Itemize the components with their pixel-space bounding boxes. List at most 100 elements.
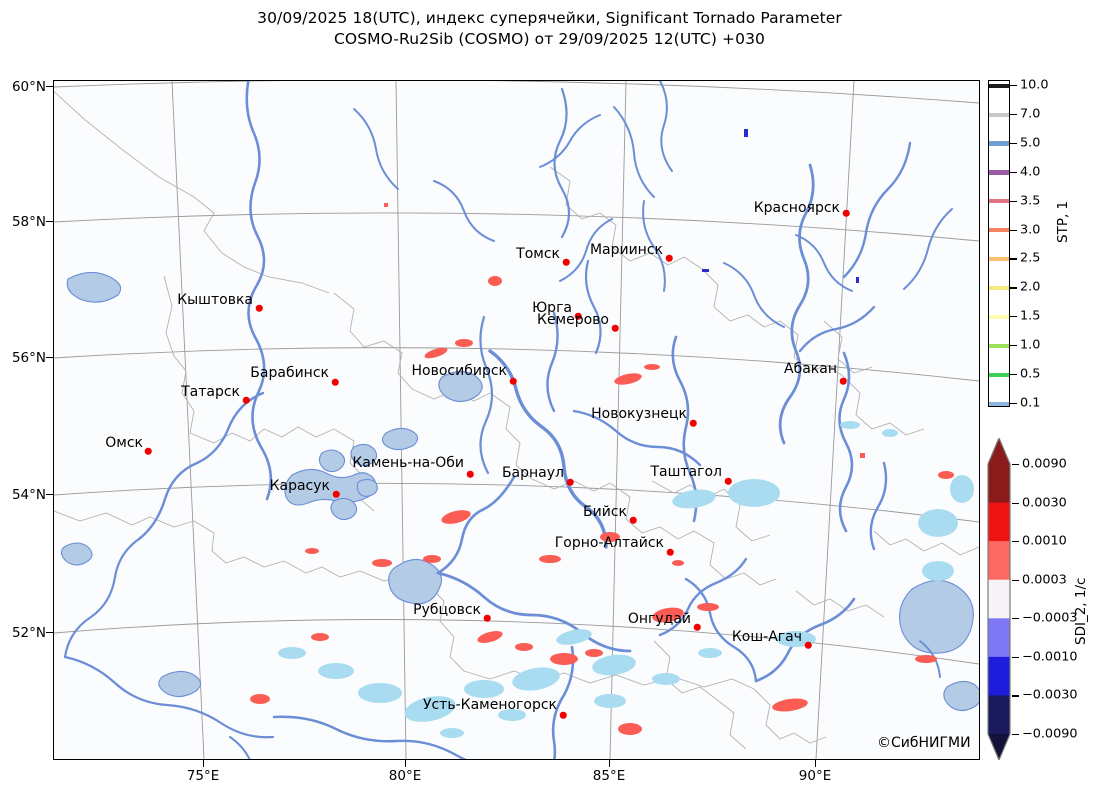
colorbar-stp-tick [1010, 229, 1017, 231]
city-marker[interactable] [693, 623, 701, 631]
colorbar-stp-title: STP, 1 [1055, 200, 1071, 243]
colorbar-stp-tick-label: 4.0 [1020, 164, 1041, 180]
city-label: Карасук [269, 478, 330, 494]
sdi-strong-negative-specks [702, 129, 859, 283]
colorbar-sdi-title: SDI_2, 1/c [1073, 577, 1089, 645]
city-label: Барнаул [501, 465, 564, 481]
title-block: 30/09/2025 18(UTC), индекс суперячейки, … [0, 8, 1099, 50]
city-label: Юрга [532, 300, 572, 316]
colorbar-stp-tick [1010, 85, 1017, 87]
colorbar-stp-tick [1010, 142, 1017, 144]
colorbar-stp-band [989, 112, 1009, 117]
colorbar-sdi-tick [1012, 502, 1019, 504]
colorbar-sdi-tick-label: −0.0090 [1022, 726, 1078, 742]
map-graphics [54, 81, 979, 759]
colorbar-sdi-segment [988, 502, 1010, 542]
map-canvas[interactable] [53, 80, 980, 760]
colorbar-stp-tick-label: 0.1 [1020, 395, 1041, 411]
city-marker[interactable] [665, 254, 673, 262]
city-marker[interactable] [255, 304, 263, 312]
colorbar-sdi-segment [988, 579, 1010, 619]
city-marker[interactable] [559, 711, 567, 719]
city-label: Кыштовка [177, 292, 253, 308]
city-marker[interactable] [804, 641, 812, 649]
colorbar-sdi-tick [1012, 618, 1019, 620]
rivers [63, 81, 953, 759]
sdi-positive-patches [250, 203, 954, 735]
colorbar-sdi-tick-label: 0.0030 [1022, 495, 1067, 511]
lon-label-75: 75°E [186, 768, 220, 784]
city-label: Новокузнецк [591, 406, 687, 422]
lon-tick-80 [405, 760, 407, 767]
city-marker[interactable] [483, 614, 491, 622]
colorbar-sdi-tick-label: 0.0010 [1022, 533, 1067, 549]
city-marker[interactable] [566, 478, 574, 486]
city-marker[interactable] [332, 490, 340, 498]
colorbar-stp-tick-label: 1.0 [1020, 337, 1041, 353]
colorbar-sdi-tick [1012, 579, 1019, 581]
lakes [60, 271, 979, 712]
city-marker[interactable] [842, 209, 850, 217]
colorbar-sdi-tick-label: −0.0010 [1022, 649, 1078, 665]
city-label: Горно-Алтайск [554, 535, 664, 551]
colorbar-stp-band [989, 141, 1009, 146]
colorbar-stp-tick [1010, 403, 1017, 405]
city-marker[interactable] [574, 312, 582, 320]
colorbar-sdi-tick [1012, 541, 1019, 543]
city-label: Усть-Каменогорск [422, 697, 557, 713]
lat-label-58: 58°N [11, 214, 46, 230]
city-marker[interactable] [242, 396, 250, 404]
city-marker[interactable] [839, 377, 847, 385]
graticule-parallels [54, 81, 979, 665]
lon-label-85: 85°E [592, 768, 626, 784]
city-marker[interactable] [611, 324, 619, 332]
city-marker[interactable] [666, 548, 674, 556]
city-label: Кемерово [537, 312, 609, 328]
city-label: Рубцовск [413, 602, 481, 618]
city-marker[interactable] [689, 419, 697, 427]
sdi-negative-patches [278, 421, 974, 738]
city-marker[interactable] [331, 378, 339, 386]
lon-label-80: 80°E [388, 768, 422, 784]
colorbar-sdi-tick-label: −0.0003 [1022, 610, 1078, 626]
city-marker[interactable] [466, 470, 474, 478]
city-marker[interactable] [144, 447, 152, 455]
colorbar-stp-tick-label: 1.5 [1020, 308, 1041, 324]
colorbar-sdi-tick [1012, 464, 1019, 466]
colorbar-sdi-outline [987, 438, 1011, 760]
lat-tick-60 [46, 86, 53, 88]
lon-tick-75 [203, 760, 205, 767]
lat-tick-54 [46, 494, 53, 496]
city-marker[interactable] [629, 516, 637, 524]
colorbar-sdi[interactable] [984, 438, 1014, 760]
colorbar-stp-tick [1010, 200, 1017, 202]
colorbar-sdi-tick-label: 0.0090 [1022, 456, 1067, 472]
colorbar-stp-tick-label: 10.0 [1020, 77, 1049, 93]
city-label: Омск [105, 435, 143, 451]
city-marker[interactable] [509, 377, 517, 385]
colorbar-stp-tick-label: 0.5 [1020, 366, 1041, 382]
lat-tick-52 [46, 632, 53, 634]
colorbar-stp-tick [1010, 345, 1017, 347]
lat-label-56: 56°N [11, 350, 46, 366]
lat-label-60: 60°N [11, 79, 46, 95]
colorbar-sdi-tick-label: −0.0030 [1022, 687, 1078, 703]
graticule-meridians [171, 81, 855, 759]
colorbar-sdi-segment [988, 541, 1010, 581]
colorbar-sdi-tick-label: 0.0003 [1022, 572, 1067, 588]
colorbar-stp-tick-label: 3.5 [1020, 193, 1041, 209]
city-marker[interactable] [562, 258, 570, 266]
city-label: Бийск [583, 504, 627, 520]
colorbar-stp-band [989, 401, 1009, 406]
colorbar-stp-tick-label: 2.0 [1020, 279, 1041, 295]
city-label: Томск [516, 246, 560, 262]
city-label: Абакан [784, 361, 837, 377]
colorbar-stp-band [989, 228, 1009, 233]
city-label: Камень-на-Оби [352, 455, 464, 471]
colorbar-stp[interactable] [988, 80, 1010, 407]
city-label: Новосибирск [411, 363, 507, 379]
lat-tick-56 [46, 357, 53, 359]
city-marker[interactable] [724, 477, 732, 485]
lat-label-54: 54°N [11, 487, 46, 503]
lon-tick-90 [815, 760, 817, 767]
